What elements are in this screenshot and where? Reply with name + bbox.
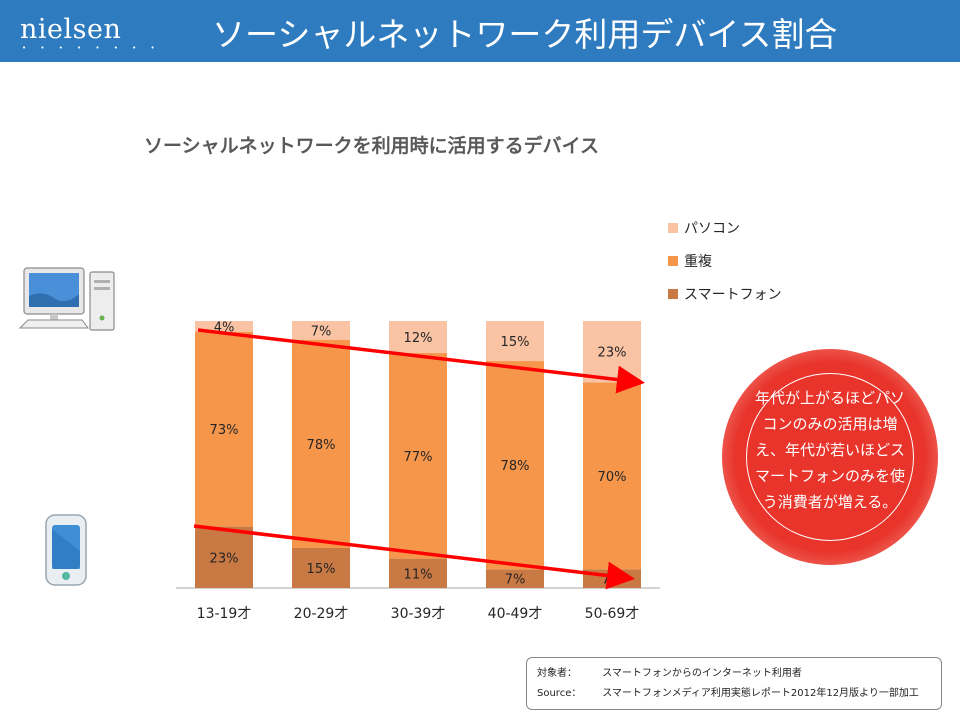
data-label: 23% xyxy=(598,346,627,361)
data-label: 15% xyxy=(307,562,336,577)
bar-segment xyxy=(486,361,544,570)
data-label: 7% xyxy=(505,573,526,588)
bar-segment xyxy=(486,569,544,588)
bar-segment xyxy=(389,321,447,354)
chart-title: ソーシャルネットワークを利用時に活用するデバイス xyxy=(144,135,600,157)
legend-swatch xyxy=(668,289,678,299)
source-note-box: 対象者： スマートフォンからのインターネット利用者 Source： スマートフォ… xyxy=(526,657,942,710)
bar-segment xyxy=(486,321,544,362)
callout-circle: 年代が上がるほどパソコンのみの活用は増え、年代が若いほどスマートフォンのみを使う… xyxy=(722,349,938,565)
data-label: 78% xyxy=(501,459,530,474)
logo-dots: • • • • • • • • xyxy=(22,44,161,52)
data-label: 12% xyxy=(404,331,433,346)
target-row: 対象者： スマートフォンからのインターネット利用者 xyxy=(537,664,931,684)
nielsen-logo: nielsen xyxy=(20,14,122,45)
target-label: 対象者： xyxy=(537,668,577,679)
bar-segment xyxy=(292,547,350,588)
bar-segment xyxy=(389,353,447,559)
desktop-pc-icon xyxy=(18,267,115,331)
bar-segment xyxy=(195,331,253,527)
target-value: スマートフォンからのインターネット利用者 xyxy=(602,668,802,679)
data-label: 15% xyxy=(501,335,530,350)
callout-text: 年代が上がるほどパソコンのみの活用は増え、年代が若いほどスマートフォンのみを使う… xyxy=(754,389,905,511)
bar-segment xyxy=(292,339,350,548)
callout-inner-ring xyxy=(746,373,914,541)
legend-swatch xyxy=(668,256,678,266)
bar-series-group xyxy=(195,321,641,588)
x-tick-label: 30-39才 xyxy=(391,606,446,622)
x-tick-group: 13-19才 20-29才 30-39才 40-49才 50-69才 xyxy=(197,606,640,622)
x-tick-label: 40-49才 xyxy=(488,606,543,622)
trend-arrow-smartphone xyxy=(193,524,635,590)
bar-segment xyxy=(389,558,447,588)
legend-label: パソコン xyxy=(684,221,740,237)
x-tick-label: 50-69才 xyxy=(585,606,640,622)
data-label: 78% xyxy=(307,438,336,453)
legend-swatch xyxy=(668,223,678,233)
data-label: 70% xyxy=(598,470,627,485)
page-title: ソーシャルネットワーク利用デバイス割合 xyxy=(212,15,838,54)
source-row: Source： スマートフォンメディア利用実態レポート2012年12月版より一部… xyxy=(537,684,931,704)
legend-label: 重複 xyxy=(684,253,712,270)
data-label: 73% xyxy=(210,423,239,438)
bar-segment xyxy=(583,382,641,570)
x-tick-label: 13-19才 xyxy=(197,606,252,622)
bar-segment xyxy=(292,321,350,340)
header-bar: nielsen • • • • • • • • ソーシャルネットワーク利用デバイ… xyxy=(0,0,960,62)
trend-arrow-pc xyxy=(197,328,645,394)
data-label: 23% xyxy=(210,551,239,566)
source-value: スマートフォンメディア利用実態レポート2012年12月版より一部加工 xyxy=(602,688,919,699)
bar-segment xyxy=(195,321,253,332)
legend-label: スマートフォン xyxy=(684,287,782,303)
x-tick-label: 20-29才 xyxy=(294,606,349,622)
smartphone-icon xyxy=(45,514,87,586)
data-label: 77% xyxy=(404,450,433,465)
source-label: Source： xyxy=(537,688,582,699)
bar-segment xyxy=(195,526,253,588)
data-label: 11% xyxy=(404,567,433,582)
data-label: 7% xyxy=(311,324,332,339)
